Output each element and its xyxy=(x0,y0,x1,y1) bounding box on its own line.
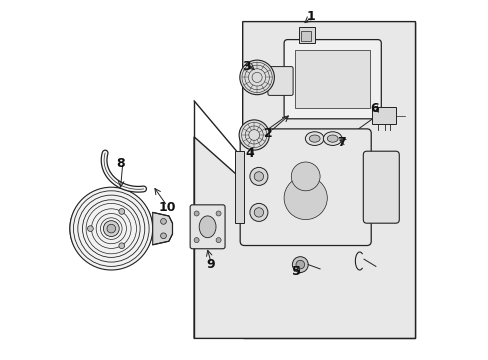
Circle shape xyxy=(291,162,320,191)
Bar xyxy=(371,107,395,124)
Circle shape xyxy=(160,233,166,239)
Polygon shape xyxy=(194,22,415,338)
Text: 10: 10 xyxy=(158,201,176,213)
Circle shape xyxy=(292,257,307,273)
Ellipse shape xyxy=(309,135,320,142)
Circle shape xyxy=(216,238,221,243)
Circle shape xyxy=(103,221,119,237)
Circle shape xyxy=(87,226,93,231)
Circle shape xyxy=(107,224,115,233)
Circle shape xyxy=(216,211,221,216)
Circle shape xyxy=(239,60,274,95)
Text: 3: 3 xyxy=(242,60,250,73)
Ellipse shape xyxy=(326,135,337,142)
Ellipse shape xyxy=(199,216,216,238)
FancyBboxPatch shape xyxy=(284,40,381,119)
Circle shape xyxy=(194,211,199,216)
Bar xyxy=(242,22,415,338)
Bar xyxy=(301,31,311,41)
FancyBboxPatch shape xyxy=(190,205,224,249)
Circle shape xyxy=(119,243,124,249)
Ellipse shape xyxy=(70,189,152,268)
Text: 8: 8 xyxy=(116,157,124,170)
Text: 2: 2 xyxy=(263,127,272,140)
FancyBboxPatch shape xyxy=(267,67,292,95)
Circle shape xyxy=(249,167,267,185)
Circle shape xyxy=(239,120,269,150)
Text: 4: 4 xyxy=(245,147,254,159)
Text: 6: 6 xyxy=(369,102,378,114)
FancyBboxPatch shape xyxy=(240,129,370,246)
Text: 9: 9 xyxy=(205,258,214,271)
Bar xyxy=(298,27,314,43)
Polygon shape xyxy=(152,212,172,245)
Circle shape xyxy=(249,203,267,221)
Bar xyxy=(294,50,370,108)
Circle shape xyxy=(295,260,304,269)
Circle shape xyxy=(119,208,124,214)
Circle shape xyxy=(254,172,263,181)
Text: 1: 1 xyxy=(306,10,315,23)
Bar xyxy=(235,151,244,223)
Circle shape xyxy=(194,238,199,243)
Circle shape xyxy=(254,208,263,217)
Circle shape xyxy=(160,219,166,224)
Text: 5: 5 xyxy=(292,265,301,278)
Circle shape xyxy=(70,187,152,270)
Text: 7: 7 xyxy=(337,136,346,149)
Ellipse shape xyxy=(323,132,342,145)
Ellipse shape xyxy=(305,132,324,145)
Circle shape xyxy=(284,176,326,220)
FancyBboxPatch shape xyxy=(363,151,399,223)
